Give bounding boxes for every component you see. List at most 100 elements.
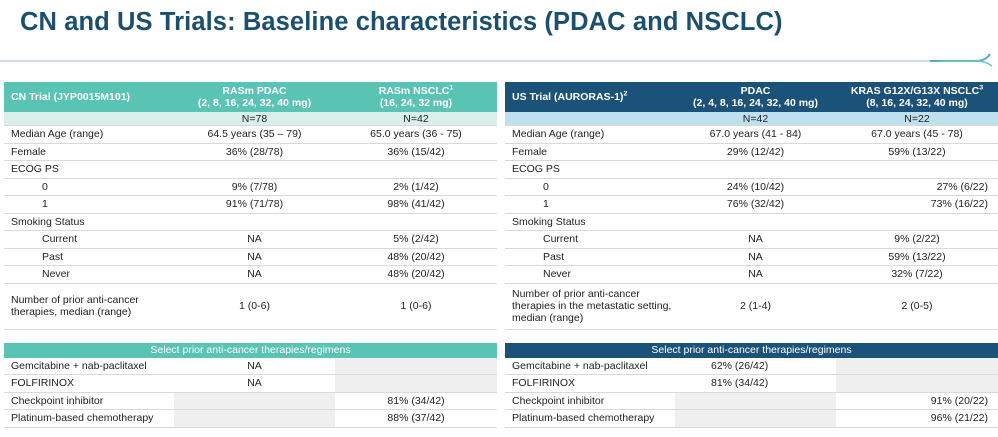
row-label: Platinum-based chemotherapy [11,412,154,425]
row-label: 1 [543,198,549,211]
row-label: Female [512,145,548,158]
cell-value [836,375,998,392]
cell-value: 76% (32/42) [726,198,785,211]
cell-value [174,392,335,409]
table-row: Gemcitabine + nab-paclitaxel 62% (26/42) [505,357,998,375]
cell-value: 73% (16/22) [930,198,988,211]
row-label: Gemcitabine + nab-paclitaxel [11,359,147,372]
cell-value: NA [748,250,763,263]
column-header-nsclc: KRAS G12X/G13X NSCLC3 (8, 16, 24, 32, 40 … [850,85,984,109]
column-header-nsclc: RASm NSCLC1 (16, 24, 32 mg) [378,85,454,109]
table-row: 0 9% (7/78) 2% (1/42) [4,179,497,196]
column-header-pdac: RASm PDAC (2, 8, 16, 24, 32, 40 mg) [197,85,312,109]
row-label: Median Age (range) [11,128,104,141]
cell-value: 91% (71/78) [225,198,284,211]
row-label: Female [11,145,47,158]
table-row: Checkpoint inhibitor 81% (34/42) [4,392,497,410]
table-header: US Trial (AURORAS-1)2 PDAC (2, 4, 8, 16, … [505,82,998,112]
cell-value: 62% (26/42) [711,359,769,372]
row-label: Platinum-based chemotherapy [512,412,655,425]
cell-value: 24% (10/42) [726,180,785,193]
table-row: Female 29% (12/42) 59% (13/22) [505,144,998,161]
cell-value: N=78 [241,112,268,125]
cell-value: 67.0 years (41 - 84) [709,128,802,141]
cell-value: 29% (12/42) [726,145,785,158]
table-row: ECOG PS [4,161,497,179]
cell-value: NA [247,359,262,372]
column-header-pdac: PDAC (2, 4, 8, 16, 24, 32, 40 mg) [693,85,818,109]
row-label: Past [42,250,64,263]
table-row: 0 24% (10/42) 27% (6/22) [505,179,998,196]
section-header: Select prior anti-cancer therapies/regim… [505,342,998,358]
table-row: 1 76% (32/42) 73% (16/22) [505,196,998,214]
cell-value: N=22 [904,112,930,125]
cell-value: NA [748,268,763,281]
cell-value: 36% (15/42) [387,145,445,158]
cell-value: 1 (0-6) [400,300,432,312]
table-row: Platinum-based chemotherapy 96% (21/22) [505,410,998,428]
cell-value: 9% (2/22) [894,233,940,246]
row-label: Number of prior anti-cancer therapies, m… [11,294,139,318]
cell-value [836,357,998,374]
cell-value: 67.0 years (45 - 78) [871,128,963,141]
cell-value [675,410,836,427]
table-row: FOLFIRINOX NA [4,375,497,393]
cn-trial-table: CN Trial (JYP0015M101) RASm PDAC (2, 8, 1… [4,82,497,428]
row-label: Current [543,233,579,246]
cell-value: 81% (34/42) [387,394,445,407]
row-label: Checkpoint inhibitor [512,394,605,407]
row-label: Checkpoint inhibitor [11,394,104,407]
row-label: Smoking Status [11,215,85,228]
table-row: Median Age (range) 67.0 years (41 - 84) … [505,126,998,144]
row-label: Past [543,250,565,263]
row-label: Never [543,268,572,281]
cell-value [174,410,335,427]
row-label: Current [42,233,78,246]
cell-value: NA [247,250,262,263]
table-row: Gemcitabine + nab-paclitaxel NA [4,357,497,375]
cell-value: 81% (34/42) [711,377,769,390]
cell-value: 36% (28/78) [225,145,284,158]
table-row: Never NA 48% (20/42) [4,266,497,284]
table-row: Smoking Status [505,214,998,231]
cell-value: 59% (13/22) [888,145,946,158]
row-label: 0 [42,180,48,193]
cell-value: NA [748,233,763,246]
cell-value: NA [247,377,262,390]
table-row: Current NA 5% (2/42) [4,231,497,249]
n-row: N=42 N=22 [505,112,998,126]
table-row: Past NA 48% (20/42) [4,249,497,266]
cell-value: 2 (1-4) [740,300,771,312]
cell-value: 64.5 years (35 – 79) [207,128,302,141]
table-row: Checkpoint inhibitor 91% (20/22) [505,392,998,410]
n-row: N=78 N=42 [4,112,497,126]
cell-value [675,392,836,409]
cell-value: 96% (21/22) [930,412,988,425]
table-row: Platinum-based chemotherapy 88% (37/42) [4,410,497,428]
cell-value: 1 (0-6) [239,300,270,312]
row-label: Number of prior anti-cancer therapies in… [512,288,672,324]
cell-value: 2 (0-5) [901,300,933,312]
table-row: Number of prior anti-cancer therapies in… [505,284,998,330]
cell-value [335,375,497,392]
table-row: Female 36% (28/78) 36% (15/42) [4,144,497,161]
cell-value: 48% (20/42) [387,268,445,281]
cell-value: 5% (2/42) [393,233,439,246]
cell-value: N=42 [742,112,769,125]
row-label: Smoking Status [512,215,586,228]
table-row: Smoking Status [4,214,497,231]
cell-value: 48% (20/42) [387,250,445,263]
cell-value: 27% (6/22) [936,180,988,193]
table-row: ECOG PS [505,161,998,179]
title-divider [0,53,993,67]
trial-name: US Trial (AURORAS-1)2 [512,91,628,103]
cell-value: 65.0 years (36 - 75) [370,128,462,141]
cell-value: 32% (7/22) [891,268,943,281]
row-label: FOLFIRINOX [11,377,75,390]
row-label: 1 [42,198,48,211]
us-trial-table: US Trial (AURORAS-1)2 PDAC (2, 4, 8, 16, … [505,82,998,428]
cell-value: 98% (41/42) [387,198,445,211]
table-row: Past NA 59% (13/22) [505,249,998,266]
cell-value [335,357,497,374]
row-label: ECOG PS [11,163,59,176]
